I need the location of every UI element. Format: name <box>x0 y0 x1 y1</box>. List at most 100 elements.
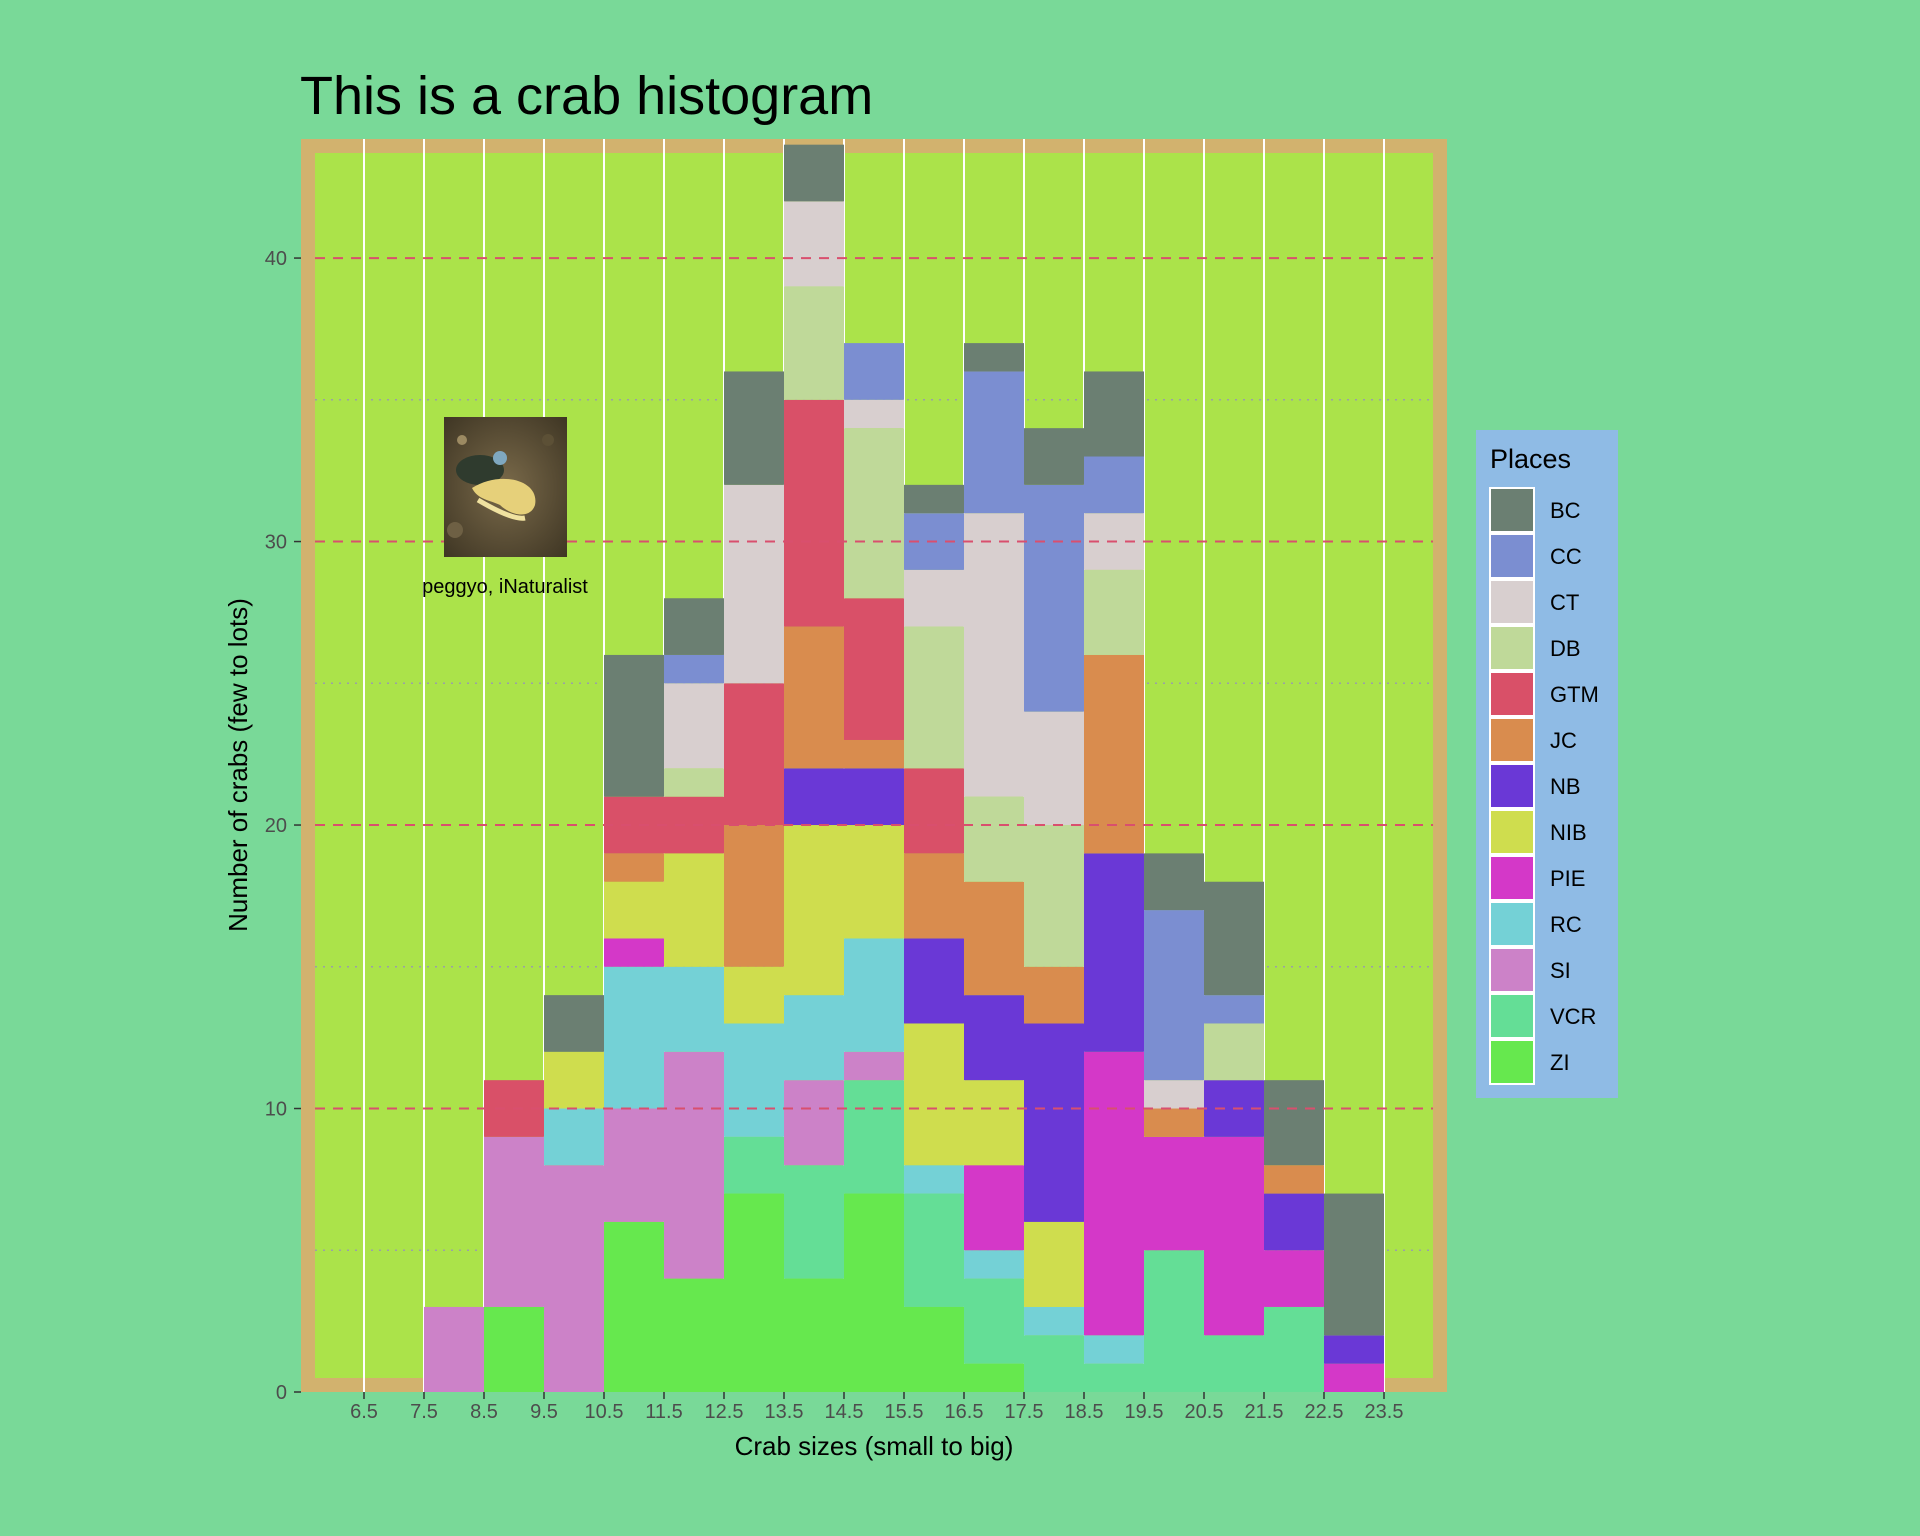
bar-segment-pie <box>1264 1250 1324 1307</box>
bar-segment-nb <box>964 995 1024 1081</box>
legend-label-nib: NIB <box>1550 820 1587 845</box>
bar-segment-nib <box>724 966 784 1024</box>
legend-label-pie: PIE <box>1550 866 1585 891</box>
bar-segment-gtm <box>904 768 964 854</box>
bar-segment-vcr <box>844 1080 904 1194</box>
bar-segment-ct <box>844 399 904 429</box>
legend-key-ct <box>1489 579 1535 625</box>
bar-segment-gtm <box>724 683 784 826</box>
bar-segment-si <box>484 1136 544 1307</box>
bar-segment-cc <box>1084 456 1144 514</box>
legend-key-pie <box>1489 855 1535 901</box>
legend-label-ct: CT <box>1550 590 1579 615</box>
bar-segment-jc <box>964 881 1024 996</box>
bar-segment-bc <box>784 144 844 202</box>
bar-segment-rc <box>904 1165 964 1194</box>
legend: Places BC CC CT DB GTM JC NB NIB PIE RC SI VCR ZI <box>1476 430 1618 1098</box>
bar-segment-vcr <box>1024 1335 1084 1392</box>
bar-segment-ct <box>724 484 784 684</box>
x-tick-label: 10.5 <box>585 1401 624 1423</box>
legend-label-jc: JC <box>1550 728 1577 753</box>
legend-key-nb <box>1489 763 1535 809</box>
bar-segment-ct <box>1024 711 1084 826</box>
legend-key-gtm <box>1489 671 1535 717</box>
bar-segment-jc <box>1084 654 1144 854</box>
bar-segment-db <box>904 626 964 769</box>
bar-segment-nb <box>904 938 964 1024</box>
bar-segment-db <box>1084 569 1144 655</box>
bar-segment-db <box>664 768 724 797</box>
bar-segment-vcr <box>724 1136 784 1194</box>
bar-segment-nb <box>1024 1023 1084 1222</box>
bar-segment-ct <box>664 683 724 769</box>
bar-segment-zi <box>784 1278 844 1392</box>
bar-segment-bc <box>1024 428 1084 485</box>
x-tick-label: 16.5 <box>945 1401 984 1423</box>
x-tick-label: 23.5 <box>1365 1401 1404 1423</box>
bar-segment-bc <box>1324 1193 1384 1336</box>
legend-label-nb: NB <box>1550 774 1581 799</box>
bar-segment-rc <box>1024 1306 1084 1336</box>
bar-segment-bc <box>544 995 604 1052</box>
bar-segment-jc <box>844 739 904 769</box>
bar-segment-cc <box>964 371 1024 514</box>
x-tick-label: 14.5 <box>825 1401 864 1423</box>
x-tick-label: 18.5 <box>1065 1401 1104 1423</box>
legend-key-si <box>1489 947 1535 993</box>
legend-label-gtm: GTM <box>1550 682 1599 707</box>
bar-segment-jc <box>1024 966 1084 1024</box>
bar-segment-vcr <box>1264 1306 1324 1392</box>
bar-segment-bc <box>1084 371 1144 457</box>
y-tick-label: 40 <box>265 248 287 270</box>
bar-segment-vcr <box>1084 1363 1144 1392</box>
bar-segment-nb <box>844 768 904 826</box>
legend-label-si: SI <box>1550 958 1571 983</box>
legend-title: Places <box>1490 444 1571 474</box>
bar-segment-nib <box>784 825 844 996</box>
bar-segment-bc <box>1204 881 1264 996</box>
x-tick-label: 21.5 <box>1245 1401 1284 1423</box>
bar-segment-nib <box>904 1023 964 1166</box>
bar-segment-ct <box>964 513 1024 797</box>
bar-segment-vcr <box>1144 1250 1204 1392</box>
legend-label-rc: RC <box>1550 912 1582 937</box>
bar-segment-zi <box>904 1306 964 1392</box>
bar-segment-gtm <box>604 796 664 854</box>
bar-segment-jc <box>1144 1108 1204 1137</box>
bar-segment-vcr <box>964 1278 1024 1364</box>
y-tick-label: 10 <box>265 1099 287 1121</box>
bar-segment-pie <box>604 938 664 967</box>
bar-segment-jc <box>1264 1165 1324 1194</box>
bar-segment-rc <box>844 938 904 1052</box>
x-tick-label: 22.5 <box>1305 1401 1344 1423</box>
bar-segment-vcr <box>784 1165 844 1279</box>
bar-segment-nib <box>964 1080 1024 1166</box>
bar-segment-nb <box>1264 1193 1324 1251</box>
legend-key-cc <box>1489 533 1535 579</box>
bar-segment-jc <box>724 825 784 967</box>
bar-segment-si <box>424 1306 484 1392</box>
y-tick-label: 0 <box>276 1382 287 1404</box>
bar-segment-jc <box>904 853 964 939</box>
y-axis: 0 10 20 30 40 <box>265 248 301 1404</box>
bar-segment-pie <box>1084 1051 1144 1336</box>
photo-caption: peggyo, iNaturalist <box>422 576 588 598</box>
x-tick-label: 12.5 <box>705 1401 744 1423</box>
bar-segment-zi <box>844 1193 904 1392</box>
y-tick-label: 30 <box>265 532 287 554</box>
bar-segment-jc <box>604 853 664 882</box>
bar-segment-bc <box>604 654 664 797</box>
bar-segment-nb <box>1084 853 1144 1052</box>
bar-segment-si <box>664 1051 724 1279</box>
bar-segment-zi <box>604 1221 664 1392</box>
bar-segment-cc <box>1144 910 1204 1081</box>
bar-segment-db <box>784 286 844 400</box>
bar-segment-zi <box>964 1363 1024 1392</box>
bar-segment-nib <box>604 881 664 939</box>
bar-segment-nb <box>784 768 844 826</box>
bar-segment-vcr <box>904 1193 964 1307</box>
bar-segment-pie <box>1204 1136 1264 1336</box>
bar-segment-zi <box>664 1278 724 1392</box>
x-tick-label: 20.5 <box>1185 1401 1224 1423</box>
